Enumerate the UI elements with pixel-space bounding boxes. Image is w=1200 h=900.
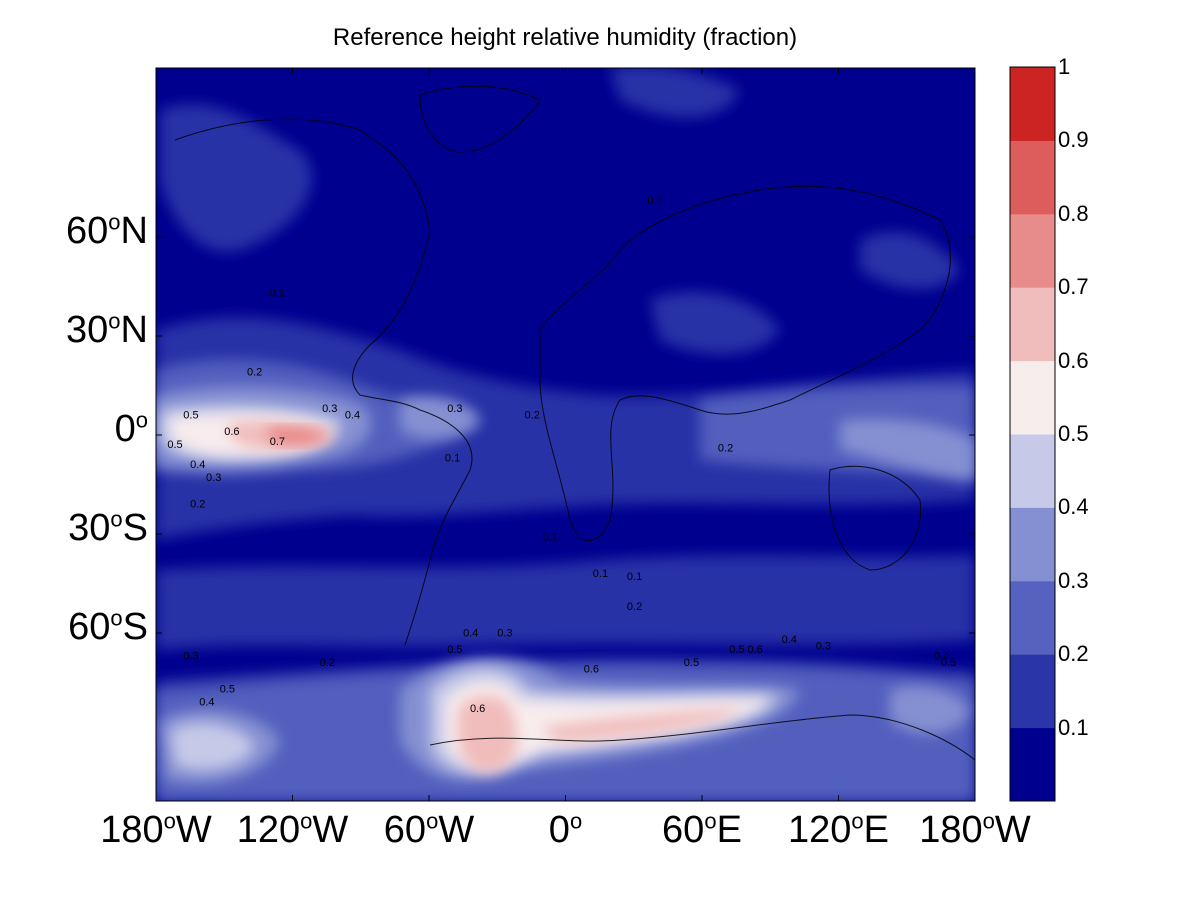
- contour-label: 0.6: [748, 644, 763, 656]
- contour-label: 0.1: [593, 568, 608, 580]
- colorbar-frame: [1009, 66, 1056, 802]
- contour-label: 0.3: [497, 627, 512, 639]
- x-tick-label: 0o: [548, 808, 583, 851]
- contour-label: 0.3: [206, 472, 221, 484]
- contour-label: 0.2: [718, 443, 733, 455]
- colorbar-band: [1010, 580, 1055, 655]
- contour-label: 0.5: [447, 644, 462, 656]
- contour-label: 0.6: [470, 703, 485, 715]
- colorbar-tick-label: 0.2: [1058, 641, 1089, 667]
- colorbar-tick-label: 1: [1058, 54, 1071, 79]
- y-tick-label: 60oN: [66, 209, 148, 252]
- map-field: [156, 68, 975, 801]
- contour-label: 0.5: [183, 410, 198, 422]
- colorbar-band: [1010, 67, 1055, 141]
- x-tick-label: 60oW: [383, 808, 475, 851]
- contour-label: 0.4: [345, 410, 360, 422]
- contour-label: 0.3: [183, 650, 198, 662]
- contour-label: 0.4: [199, 697, 214, 709]
- contour-label: 0.2: [320, 657, 335, 669]
- contour-labels: 0.50.60.70.50.40.30.20.20.30.40.30.10.20…: [167, 195, 956, 715]
- colorbar-band: [1010, 213, 1055, 288]
- colorbar-tick-label: 0.8: [1058, 200, 1089, 226]
- contour-label: 0.3: [816, 641, 831, 653]
- contour-label: 0.4: [934, 650, 949, 662]
- coastlines: [174, 85, 975, 761]
- contour-label: 0.4: [190, 459, 205, 471]
- axis-ticks: [155, 68, 976, 801]
- contour-label: 0.4: [463, 627, 478, 639]
- colorbar: [1009, 66, 1056, 802]
- colorbar-tick-label: 0.6: [1058, 347, 1089, 373]
- contour-label: 0.5: [684, 657, 699, 669]
- x-tick-label: 120oW: [236, 808, 349, 851]
- y-tick-label: 0o: [114, 407, 148, 450]
- colorbar-tick-label: 0.1: [1058, 714, 1089, 740]
- x-tick-label: 180oW: [100, 808, 212, 851]
- colorbar-band: [1010, 140, 1055, 215]
- figure-title: Reference height relative humidity (frac…: [332, 24, 798, 51]
- contour-label: 0.2: [247, 367, 262, 379]
- x-tick-label: 180oW: [919, 808, 1031, 851]
- colorbar-band: [1010, 360, 1055, 435]
- colorbar-tick-label: 0.9: [1058, 127, 1089, 153]
- contour-label: 0.1: [543, 532, 558, 544]
- contour-label: 0.5: [220, 683, 235, 695]
- contour-label: 0.4: [782, 634, 797, 646]
- contour-label: 0.2: [525, 410, 540, 422]
- colorbar-tick-label: 0.3: [1058, 567, 1089, 593]
- colorbar-band: [1010, 727, 1055, 802]
- contour-label: 0.3: [647, 195, 662, 207]
- contour-label: 0.1: [627, 571, 642, 583]
- x-tick-label: 120oE: [787, 808, 889, 851]
- colorbar-band: [1010, 507, 1055, 582]
- contour-label: 0.5: [941, 657, 956, 669]
- y-tick-label: 30oS: [68, 506, 148, 549]
- contour-label: 0.6: [584, 664, 599, 676]
- contour-label: 0.3: [447, 403, 462, 415]
- contour-label: 0.2: [627, 601, 642, 613]
- contour-label: 0.6: [224, 426, 239, 438]
- colorbar-tick-label: 0.7: [1058, 274, 1089, 300]
- contour-label: 0.3: [322, 403, 337, 415]
- y-tick-label: 30oN: [66, 308, 148, 351]
- contour-label: 0.7: [270, 436, 285, 448]
- colorbar-band: [1010, 287, 1055, 362]
- colorbar-band: [1010, 434, 1055, 508]
- contour-label: 0.5: [729, 644, 744, 656]
- colorbar-band: [1010, 654, 1055, 729]
- contour-label: 0.1: [270, 287, 285, 299]
- colorbar-tick-label: 0.4: [1058, 494, 1089, 520]
- contour-label: 0.2: [190, 499, 205, 511]
- contour-label: 0.5: [167, 439, 182, 451]
- colorbar-tick-label: 0.5: [1058, 421, 1089, 446]
- contour-label: 0.1: [445, 452, 460, 464]
- x-tick-label: 60oE: [662, 808, 742, 851]
- y-tick-label: 60oS: [68, 605, 148, 648]
